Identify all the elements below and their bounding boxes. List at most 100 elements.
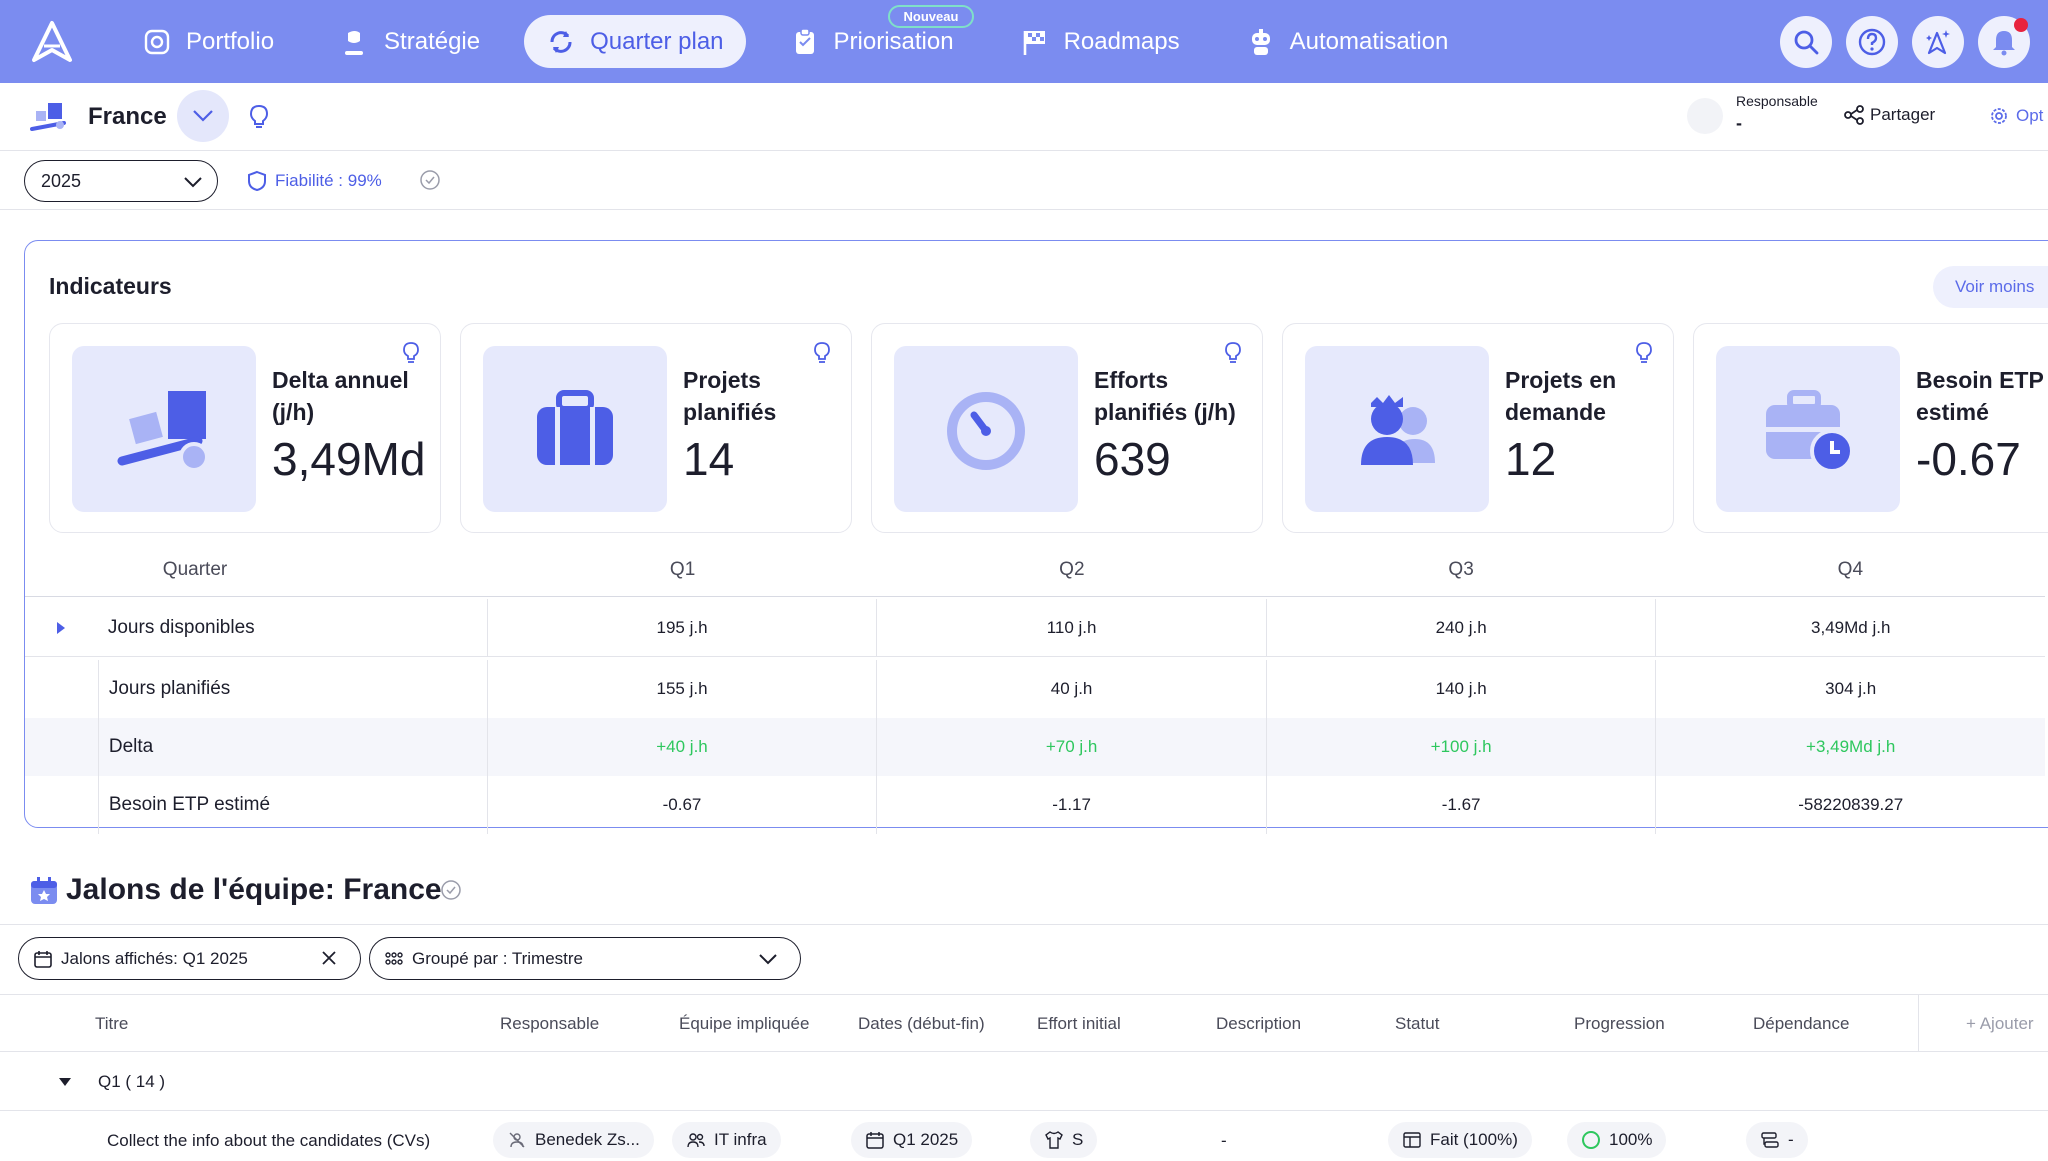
milestones-filter-chip[interactable]: Jalons affichés: Q1 2025 <box>18 937 361 980</box>
tshirt-icon <box>1045 1131 1063 1149</box>
calendar-icon <box>866 1132 884 1149</box>
priorisation-icon <box>795 27 814 54</box>
row-label: Jours planifiés <box>97 660 487 718</box>
dependency-value: - <box>1788 1130 1794 1149</box>
table-cell: +3,49Md j.h <box>1655 718 2045 776</box>
table-row: Delta +40 j.h +70 j.h +100 j.h +3,49Md j… <box>25 718 2045 776</box>
column-header-dates[interactable]: Dates (début-fin) <box>858 1014 985 1033</box>
search-button[interactable] <box>1780 16 1832 68</box>
table-cell: 195 j.h <box>486 599 877 656</box>
group-row-q1[interactable]: Q1 ( 14 ) <box>0 1053 2048 1111</box>
check-circle-icon[interactable] <box>419 169 441 191</box>
board-icon <box>1403 1132 1421 1148</box>
kpi-label: Projets planifiés <box>683 367 777 425</box>
hand-truck-icon <box>117 391 209 472</box>
group-by-label: Groupé par : Trimestre <box>412 948 584 968</box>
dependency-pill[interactable]: - <box>1746 1122 1808 1158</box>
column-header-status[interactable]: Statut <box>1395 1014 1440 1033</box>
expand-row-button[interactable] <box>25 599 98 656</box>
nav-item-automation[interactable]: Automatisation <box>1224 15 1471 68</box>
options-button[interactable]: Opt <box>1988 105 2043 127</box>
kpi-value: 14 <box>683 433 735 485</box>
notifications-button[interactable] <box>1978 16 2030 68</box>
table-cell: 110 j.h <box>876 599 1266 656</box>
nav-item-strategy[interactable]: Stratégie <box>318 15 502 68</box>
status-pill[interactable]: Fait (100%) <box>1388 1122 1532 1158</box>
column-header-description[interactable]: Description <box>1216 1014 1302 1033</box>
column-header-dependency[interactable]: Dépendance <box>1753 1014 1850 1033</box>
kpi-value: 639 <box>1094 433 1171 485</box>
column-header-team[interactable]: Équipe impliquée <box>679 1014 810 1033</box>
ai-sparkle-icon <box>1926 30 1950 55</box>
column-header-quarter: Quarter <box>162 558 228 580</box>
column-header-effort[interactable]: Effort initial <box>1037 1014 1121 1033</box>
responsable-value[interactable]: - <box>1736 113 1742 133</box>
owner-name: Benedek Zs... <box>535 1130 640 1149</box>
description-value[interactable]: - <box>1221 1131 1227 1150</box>
lightbulb-icon[interactable] <box>1635 342 1653 364</box>
nav-item-quarter-plan[interactable]: Quarter plan <box>524 15 746 68</box>
progress-pill[interactable]: 100% <box>1567 1122 1667 1158</box>
team-pill[interactable]: IT infra <box>672 1122 781 1158</box>
share-button[interactable]: Partager <box>1844 105 1935 125</box>
briefcase-icon <box>537 390 613 465</box>
portfolio-icon <box>144 29 170 54</box>
group-by-select[interactable]: Groupé par : Trimestre <box>369 937 801 980</box>
column-header-title[interactable]: Titre <box>95 1014 129 1033</box>
nav-item-portfolio[interactable]: Portfolio <box>120 15 296 68</box>
nav-item-label: Stratégie <box>384 27 481 55</box>
new-badge: Nouveau <box>887 5 975 28</box>
table-row: Jours planifiés 155 j.h 40 j.h 140 j.h 3… <box>25 660 2045 718</box>
kpi-illustration <box>1716 346 1900 512</box>
milestones-title: Jalons de l'équipe: France <box>66 873 442 906</box>
lightbulb-icon[interactable] <box>248 104 270 130</box>
table-row[interactable]: Jours disponibles 195 j.h 110 j.h 240 j.… <box>25 599 2045 657</box>
kpi-label: Efforts planifiés (j/h) <box>1094 367 1236 425</box>
see-less-button[interactable]: Voir moins <box>1933 266 2048 308</box>
lightbulb-icon[interactable] <box>1224 342 1242 364</box>
column-header-owner[interactable]: Responsable <box>500 1014 600 1033</box>
nav-item-priorisation[interactable]: Nouveau Priorisation <box>768 5 976 68</box>
owner-pill[interactable]: Benedek Zs... <box>493 1122 654 1158</box>
lightbulb-icon[interactable] <box>402 342 420 364</box>
column-header-q3: Q3 <box>1448 558 1474 580</box>
milestone-title[interactable]: Collect the info about the candidates (C… <box>107 1131 431 1150</box>
user-off-icon <box>509 1132 525 1148</box>
reliability-indicator[interactable]: Fiabilité : 99% <box>247 170 382 192</box>
nav-item-roadmaps[interactable]: Roadmaps <box>998 15 1202 68</box>
progress-circle-icon <box>1582 1131 1600 1149</box>
kpi-card-requested-projects: Projets en demande 12 <box>1282 323 1674 533</box>
kpi-value: 12 <box>1505 433 1557 485</box>
briefcase-clock-icon <box>1766 390 1854 473</box>
table-cell: -1.67 <box>1265 776 1656 834</box>
close-icon[interactable] <box>320 949 338 967</box>
ai-assistant-button[interactable] <box>1912 16 1964 68</box>
table-cell: 304 j.h <box>1655 660 2045 718</box>
milestone-row[interactable]: Collect the info about the candidates (C… <box>0 1112 2048 1161</box>
table-cell: 40 j.h <box>876 660 1266 718</box>
team-dropdown-button[interactable] <box>177 90 229 142</box>
roadmaps-icon <box>1023 30 1045 55</box>
add-column-button[interactable]: + Ajouter <box>1966 1014 2034 1033</box>
app-logo-icon[interactable] <box>30 20 74 64</box>
dates-pill[interactable]: Q1 2025 <box>851 1122 973 1158</box>
responsable-avatar[interactable] <box>1687 98 1723 134</box>
kpi-value: -0.67 <box>1916 433 2021 485</box>
year-select[interactable]: 2025 <box>24 160 218 202</box>
effort-pill[interactable]: S <box>1030 1122 1098 1158</box>
dates-value: Q1 2025 <box>893 1130 959 1149</box>
bell-icon <box>1993 31 2015 56</box>
kpi-card-planned-projects: Projets planifiés 14 <box>460 323 852 533</box>
kpi-card-planned-efforts: Efforts planifiés (j/h) 639 <box>871 323 1263 533</box>
caret-down-icon[interactable] <box>58 1077 72 1087</box>
help-button[interactable] <box>1846 16 1898 68</box>
column-header-progress[interactable]: Progression <box>1574 1014 1665 1033</box>
table-cell: -0.67 <box>486 776 877 834</box>
chevron-down-icon <box>184 177 202 188</box>
automation-icon <box>1251 28 1270 55</box>
strategy-icon <box>345 30 364 55</box>
lightbulb-icon[interactable] <box>813 342 831 364</box>
column-header-q1: Q1 <box>669 558 696 580</box>
calendar-icon <box>34 950 52 968</box>
check-circle-icon[interactable] <box>440 879 462 901</box>
